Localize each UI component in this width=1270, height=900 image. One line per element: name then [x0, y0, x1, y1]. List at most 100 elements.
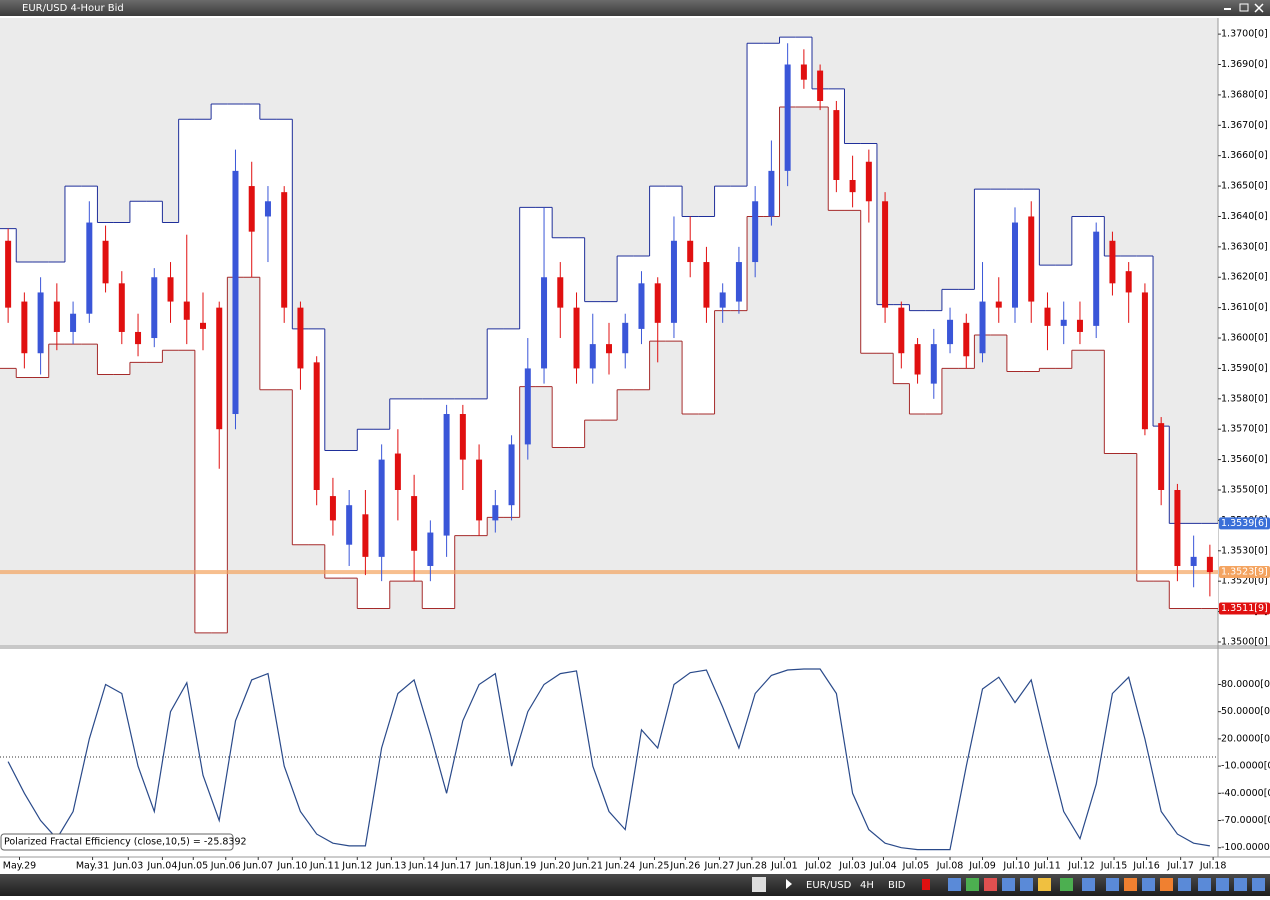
- x-tick-label: Jul.11: [1033, 861, 1061, 872]
- candle-body: [1190, 556, 1197, 566]
- candle-body: [735, 262, 742, 302]
- x-tick-label: Jun.26: [669, 861, 700, 872]
- candle-body: [216, 307, 223, 430]
- candle-body: [687, 240, 694, 263]
- y-tick-label: 1.3690[0]: [1221, 59, 1268, 70]
- tool-icon[interactable]: [1002, 878, 1015, 891]
- x-tick-label: Jun.25: [638, 861, 669, 872]
- candle-body: [1044, 307, 1051, 326]
- candle-body: [135, 331, 142, 345]
- x-tick-label: Jun.12: [341, 861, 372, 872]
- x-tick-label: Jul.05: [902, 861, 930, 872]
- tool-icon[interactable]: [1060, 878, 1073, 891]
- tool-icon[interactable]: [1160, 878, 1173, 891]
- y-tick-label: 1.3680[0]: [1221, 89, 1268, 100]
- candle-body: [200, 322, 206, 329]
- price-chart: 1.3500[0]1.3510[0]1.3520[0]1.3530[0]1.35…: [0, 29, 1270, 647]
- candle-body: [914, 344, 921, 375]
- candle-body: [1060, 319, 1067, 326]
- candle-body: [118, 283, 125, 332]
- candle-body: [281, 192, 288, 308]
- scroll-right[interactable]: [786, 879, 792, 889]
- tool-icon[interactable]: [922, 879, 930, 890]
- indicator-legend-box: [0, 833, 234, 851]
- minimize-button[interactable]: [1224, 8, 1231, 10]
- candle-body: [53, 301, 60, 332]
- candle-body: [752, 201, 759, 263]
- tool-icon[interactable]: [1082, 878, 1095, 891]
- y-tick-label: 1.3530[0]: [1221, 545, 1268, 556]
- candle-body: [1125, 271, 1132, 293]
- tool-icon[interactable]: [1216, 878, 1229, 891]
- x-tick-label: Jun.11: [309, 861, 340, 872]
- close-button[interactable]: [1254, 3, 1264, 13]
- tool-icon[interactable]: [1142, 878, 1155, 891]
- x-tick-label: Jul.02: [804, 861, 832, 872]
- candle-body: [37, 292, 44, 354]
- tool-icon[interactable]: [966, 878, 979, 891]
- candle-body: [784, 64, 791, 171]
- y-tick-label: 1.3570[0]: [1221, 424, 1268, 435]
- tool-icon[interactable]: [1124, 878, 1137, 891]
- y-tick-label: 1.3650[0]: [1221, 181, 1268, 192]
- maximize-button[interactable]: [1239, 3, 1249, 12]
- title-bar: [0, 0, 1270, 16]
- tool-icon[interactable]: [1020, 878, 1033, 891]
- x-tick-label: Jul.12: [1067, 861, 1095, 872]
- y-tick-label: -10.0000[0: [1221, 761, 1270, 772]
- candle-body: [622, 322, 629, 354]
- y-tick-label: 20.0000[0: [1221, 733, 1270, 744]
- tool-icon[interactable]: [1252, 878, 1265, 891]
- y-tick-label: 80.0000[0: [1221, 679, 1270, 690]
- candle-body: [654, 283, 661, 323]
- candle-body: [589, 344, 596, 369]
- candle-body: [800, 64, 807, 80]
- candle-body: [1158, 423, 1165, 490]
- x-tick-label: Jul.18: [1199, 861, 1227, 872]
- candle-body: [606, 344, 612, 354]
- candle-body: [1012, 222, 1018, 308]
- tool-icon[interactable]: [1038, 878, 1051, 891]
- candle-body: [1028, 216, 1035, 302]
- tool-icon[interactable]: [1198, 878, 1211, 891]
- x-tick-label: Jul.08: [936, 861, 964, 872]
- candle-body: [346, 505, 353, 545]
- symbol-selector[interactable]: EUR/USD: [806, 880, 852, 891]
- x-tick-label: Jul.04: [869, 861, 897, 872]
- candle-body: [313, 362, 320, 490]
- indicator-line: [7, 668, 1210, 851]
- candle-body: [297, 307, 304, 369]
- candle-body: [1093, 231, 1100, 326]
- y-tick-label: -70.0000[0: [1221, 815, 1270, 826]
- x-tick-label: Jul.16: [1132, 861, 1160, 872]
- y-tick-label: 1.3590[0]: [1221, 363, 1268, 374]
- tool-icon[interactable]: [948, 878, 961, 891]
- x-tick-label: Jun.19: [505, 861, 536, 872]
- candle-body: [86, 222, 93, 314]
- candle-body: [849, 179, 856, 193]
- candle-body: [102, 240, 109, 284]
- candle-body: [1206, 556, 1213, 573]
- tool-icon[interactable]: [984, 878, 997, 891]
- x-tick-label: Jun.13: [375, 861, 406, 872]
- tool-icon[interactable]: [1234, 878, 1247, 891]
- x-tick-label: Jul.09: [968, 861, 996, 872]
- price-selector[interactable]: BID: [888, 880, 906, 891]
- scroll-thumb[interactable]: [752, 877, 766, 892]
- timeframe-selector[interactable]: 4H: [860, 880, 874, 891]
- x-tick-label: Jul.15: [1100, 861, 1128, 872]
- candle-body: [1109, 240, 1116, 284]
- x-tick-label: Jun.17: [440, 861, 471, 872]
- tool-icon[interactable]: [1178, 878, 1191, 891]
- candle-body: [930, 344, 937, 384]
- tool-icon[interactable]: [1106, 878, 1119, 891]
- y-tick-label: 1.3670[0]: [1221, 120, 1268, 131]
- x-tick-label: Jun.14: [408, 861, 439, 872]
- x-tick-label: Jun.03: [112, 861, 143, 872]
- candle-body: [541, 277, 548, 369]
- candle-body: [21, 301, 28, 354]
- x-tick-label: Jun.04: [146, 861, 177, 872]
- candle-body: [995, 301, 1002, 308]
- candle-body: [459, 414, 466, 460]
- candle-body: [151, 277, 158, 339]
